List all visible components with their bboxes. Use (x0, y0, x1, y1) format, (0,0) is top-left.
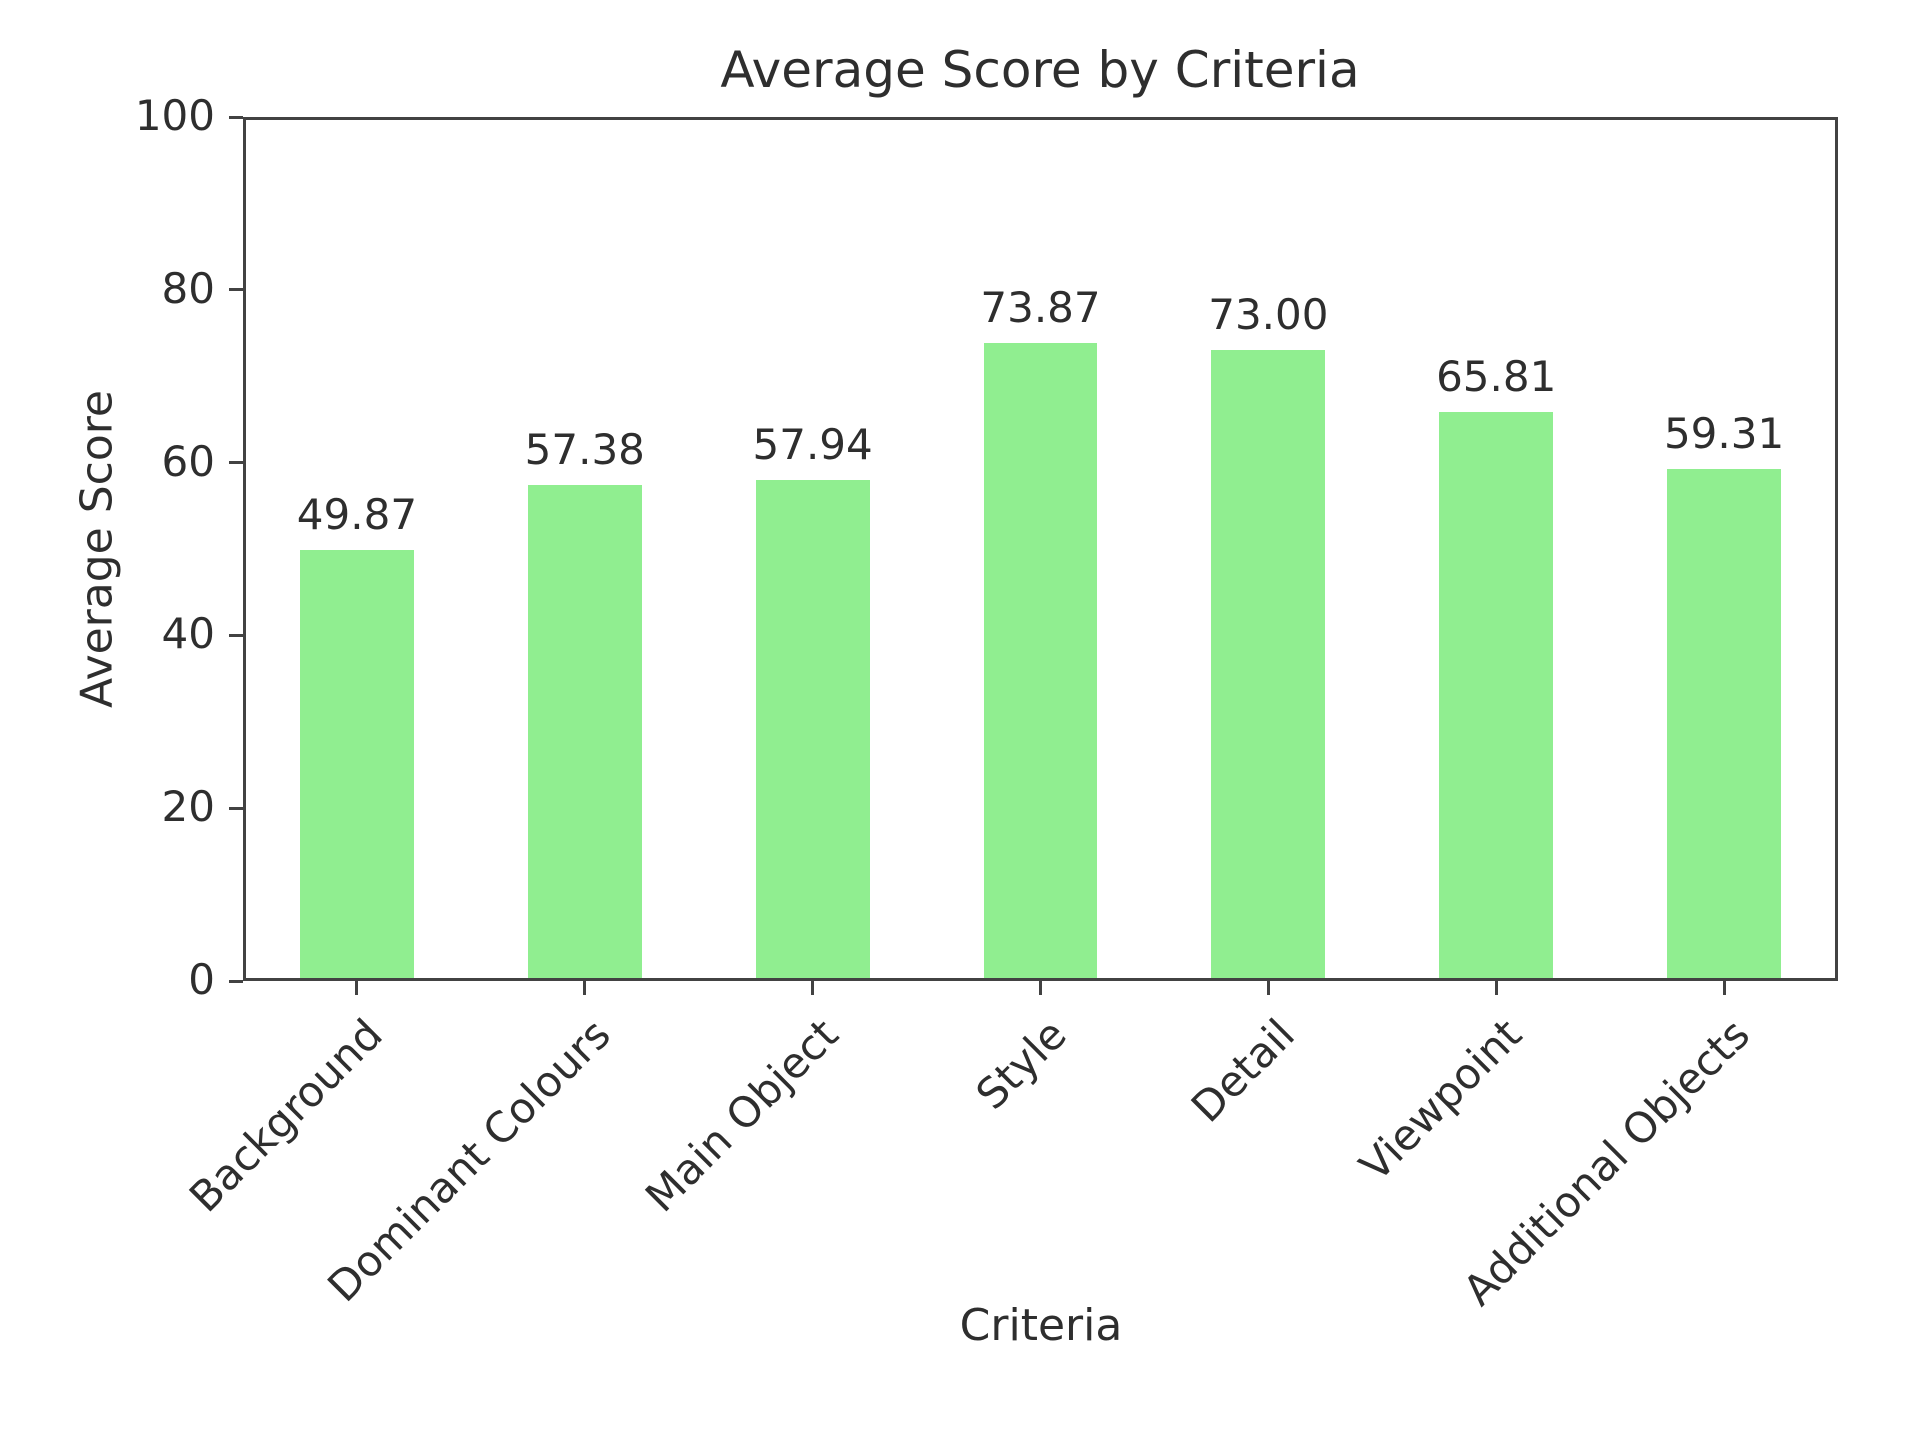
y-tick-label: 20 (161, 782, 215, 832)
x-tick-mark (811, 981, 815, 995)
x-tick-mark (1722, 981, 1726, 995)
bar-detail (1211, 350, 1326, 981)
y-tick-mark (229, 461, 243, 465)
x-tick-label-style: Style (966, 1009, 1076, 1119)
y-tick-label: 40 (161, 609, 215, 659)
bar-value-label: 65.81 (1436, 352, 1557, 402)
y-tick-label: 60 (161, 436, 215, 486)
bar-background (299, 550, 414, 981)
y-tick-mark (229, 288, 243, 292)
bar-main-object (755, 480, 870, 981)
y-tick-mark (229, 115, 243, 119)
x-tick-mark (1039, 981, 1042, 995)
bar-value-label: 59.31 (1663, 408, 1785, 458)
bar-viewpoint (1439, 412, 1554, 981)
bar-additional-objects (1667, 468, 1782, 981)
x-tick-mark (583, 981, 587, 995)
y-tick-mark (229, 806, 243, 810)
y-tick-label: 100 (134, 91, 215, 140)
chart-title: Average Score by Criteria (720, 41, 1360, 99)
x-tick-label-background: Background (180, 1009, 393, 1222)
bar-dominant-colours (527, 485, 642, 981)
bar-style (983, 342, 1098, 981)
x-axis-label: Criteria (959, 1300, 1123, 1351)
bar-value-label: 49.87 (296, 490, 418, 540)
y-tick-label: 80 (161, 263, 215, 313)
x-tick-mark (1266, 981, 1270, 995)
y-tick-mark (229, 633, 243, 637)
bar-value-label: 57.94 (752, 420, 873, 470)
x-tick-label-viewpoint: Viewpoint (1350, 1009, 1532, 1191)
bar-value-label: 73.87 (980, 282, 1101, 332)
bar-value-label: 57.38 (524, 425, 645, 475)
x-tick-mark (1494, 981, 1498, 995)
x-tick-mark (355, 981, 359, 995)
bar-value-label: 73.00 (1208, 290, 1329, 340)
x-tick-label-detail: Detail (1181, 1009, 1304, 1132)
y-tick-label: 0 (188, 955, 215, 1004)
y-tick-mark (229, 979, 243, 983)
x-tick-label-main-object: Main Object (636, 1009, 848, 1222)
